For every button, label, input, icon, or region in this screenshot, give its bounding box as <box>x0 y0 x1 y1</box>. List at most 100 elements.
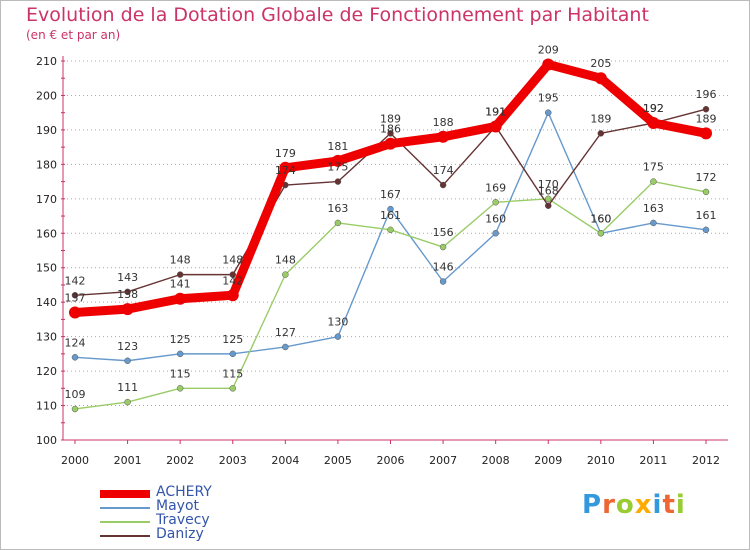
data-point-achery <box>279 161 292 174</box>
y-tick-label: 190 <box>36 124 57 137</box>
data-point-danizy <box>176 271 184 278</box>
data-point-mayot <box>439 278 447 285</box>
data-label-danizy: 189 <box>590 112 611 125</box>
x-tick-label: 2007 <box>429 454 457 467</box>
legend-swatch <box>100 521 150 523</box>
data-label-achery: 189 <box>696 112 717 125</box>
data-point-mayot <box>387 205 394 213</box>
data-point-travecy <box>545 195 552 203</box>
data-point-achery <box>437 130 450 143</box>
data-point-danizy <box>702 105 710 113</box>
data-point-achery <box>121 303 134 316</box>
data-label-mayot: 160 <box>590 212 611 225</box>
logo-letter: i <box>652 490 663 520</box>
x-tick-label: 2004 <box>271 454 299 467</box>
y-tick-label: 180 <box>36 158 57 171</box>
data-label-mayot: 146 <box>433 261 454 274</box>
data-point-achery <box>489 120 502 133</box>
x-tick-label: 2002 <box>166 454 194 467</box>
data-label-mayot: 127 <box>275 326 296 339</box>
data-point-achery <box>384 137 397 150</box>
data-label-mayot: 130 <box>327 316 348 329</box>
data-point-mayot <box>176 350 184 358</box>
data-point-travecy <box>650 178 657 185</box>
data-label-danizy: 175 <box>327 161 348 174</box>
data-point-danizy <box>124 288 131 296</box>
data-point-achery <box>700 127 712 140</box>
data-point-travecy <box>334 219 342 227</box>
data-point-travecy <box>439 243 447 251</box>
data-label-travecy: 169 <box>485 181 506 194</box>
data-label-travecy: 170 <box>538 178 559 191</box>
data-point-achery <box>594 72 607 85</box>
data-point-danizy <box>229 271 236 278</box>
data-point-achery <box>174 292 187 305</box>
data-point-danizy <box>439 181 447 189</box>
data-label-danizy: 148 <box>222 254 243 267</box>
x-tick-label: 2005 <box>324 454 352 467</box>
x-tick-label: 2006 <box>377 454 405 467</box>
data-label-danizy: 142 <box>65 274 86 287</box>
data-point-mayot <box>545 109 552 116</box>
x-tick-label: 2009 <box>534 454 562 467</box>
data-label-danizy: 189 <box>380 112 401 125</box>
x-tick-label: 2008 <box>482 454 510 467</box>
data-point-mayot <box>334 333 342 340</box>
data-point-danizy <box>597 130 605 137</box>
data-label-mayot: 195 <box>538 92 559 105</box>
legend-label: Travecy <box>156 512 210 528</box>
data-point-mayot <box>492 230 499 237</box>
y-tick-label: 100 <box>36 434 57 447</box>
logo-letter: x <box>634 490 653 520</box>
data-label-achery: 209 <box>538 43 559 56</box>
data-label-achery: 138 <box>117 288 138 301</box>
data-label-travecy: 148 <box>275 254 296 267</box>
y-tick-label: 200 <box>36 89 57 102</box>
data-label-travecy: 163 <box>327 202 348 215</box>
logo-letter: o <box>615 490 635 520</box>
data-point-mayot <box>702 226 710 234</box>
data-label-mayot: 125 <box>222 333 243 346</box>
data-label-achery: 205 <box>590 57 611 70</box>
chart-title: Evolution de la Dotation Globale de Fonc… <box>26 4 649 26</box>
data-label-mayot: 123 <box>117 340 138 353</box>
data-point-mayot <box>124 357 131 365</box>
chart-subtitle: (en € et par an) <box>26 28 121 42</box>
data-point-achery <box>331 154 344 167</box>
series-line-mayot <box>74 111 707 362</box>
data-point-travecy <box>229 385 236 392</box>
x-tick-label: 2012 <box>692 454 720 467</box>
data-label-danizy: 174 <box>433 164 454 177</box>
logo-letter: r <box>602 490 616 520</box>
data-point-travecy <box>492 199 499 206</box>
data-point-travecy <box>702 188 710 196</box>
legend-label: Mayot <box>156 498 199 514</box>
logo-letter: i <box>675 490 686 520</box>
data-point-travecy <box>71 405 79 413</box>
data-label-travecy: 111 <box>117 381 138 394</box>
data-point-achery <box>542 58 555 71</box>
data-label-achery: 137 <box>65 292 86 305</box>
data-point-mayot <box>650 219 657 227</box>
data-label-achery: 191 <box>485 105 506 118</box>
legend-swatch <box>100 535 150 537</box>
data-point-danizy <box>545 202 552 209</box>
data-point-achery <box>647 117 660 130</box>
data-label-travecy: 109 <box>65 388 86 401</box>
data-label-mayot: 163 <box>643 202 664 215</box>
y-tick-label: 120 <box>36 365 57 378</box>
data-point-achery <box>226 289 239 302</box>
data-label-mayot: 161 <box>696 209 717 222</box>
legend-swatch <box>100 507 150 509</box>
x-tick-label: 2001 <box>114 454 142 467</box>
data-label-danizy: 192 <box>643 102 664 115</box>
data-label-danizy: 168 <box>538 185 559 198</box>
y-tick-label: 110 <box>36 400 57 413</box>
data-label-travecy: 115 <box>170 367 191 380</box>
data-label-danizy: 174 <box>275 164 296 177</box>
data-label-travecy: 175 <box>643 161 664 174</box>
data-point-danizy <box>71 292 79 299</box>
data-point-danizy <box>387 130 394 137</box>
